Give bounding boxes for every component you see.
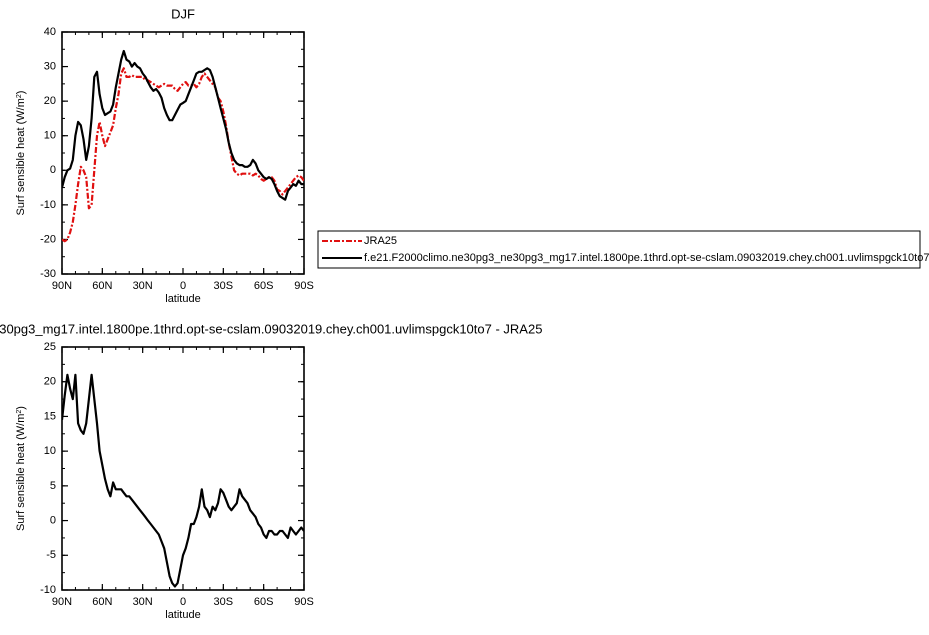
chart-panel-2: f.e21.F2000climo.ne30pg3_ne30pg3_mg17.in… bbox=[0, 321, 542, 620]
y-tick-label: -10 bbox=[40, 199, 56, 211]
chart-panel-1: DJF 90N 60N 30N 0 30S 60S 90S -30 -20 -10 0 10 20 30 40… bbox=[15, 6, 929, 304]
series-line-2 bbox=[62, 49, 304, 201]
chart-title: f.e21.F2000climo.ne30pg3_ne30pg3_mg17.in… bbox=[0, 321, 542, 336]
y-axis-label-close: ) bbox=[15, 91, 27, 95]
x-tick-label: 30N bbox=[133, 596, 153, 608]
x-tick-label: 30S bbox=[214, 596, 234, 608]
y-tick-label: -20 bbox=[40, 233, 56, 245]
x-axis-label: latitude bbox=[165, 609, 200, 621]
x-tick-label: 90S bbox=[294, 280, 314, 292]
y-tick-label: 0 bbox=[50, 164, 56, 176]
series-line-1 bbox=[62, 67, 304, 243]
x-tick-label: 0 bbox=[180, 596, 186, 608]
y-tick-label: 25 bbox=[44, 341, 56, 353]
y-tick-label: -5 bbox=[46, 549, 56, 561]
y-tick-label: 10 bbox=[44, 445, 56, 457]
x-tick-label: 60S bbox=[254, 280, 274, 292]
plot-frame bbox=[61, 31, 305, 275]
y-tick-label: 20 bbox=[44, 95, 56, 107]
legend: JRA25 f.e21.F2000climo.ne30pg3_ne30pg3_mg… bbox=[317, 230, 929, 269]
y-tick-label: -30 bbox=[40, 268, 56, 280]
x-tick-label: 30N bbox=[133, 280, 153, 292]
y-tick-label: 20 bbox=[44, 376, 56, 388]
x-tick-label: 60N bbox=[92, 596, 112, 608]
chart-title: DJF bbox=[171, 6, 195, 21]
y-axis-label: Surf sensible heat (W/m2) bbox=[15, 406, 27, 531]
y-tick-label: 10 bbox=[44, 130, 56, 142]
legend-label-1: JRA25 bbox=[364, 235, 397, 247]
y-axis-label-sup: 2 bbox=[16, 94, 23, 98]
y-axis-label-text: Surf sensible heat (W/m bbox=[15, 414, 27, 531]
y-tick-label: 30 bbox=[44, 60, 56, 72]
y-tick-label: 0 bbox=[50, 514, 56, 526]
x-tick-label: 0 bbox=[180, 280, 186, 292]
y-tick-label: -10 bbox=[40, 584, 56, 596]
y-axis-label-close: ) bbox=[15, 406, 27, 410]
x-tick-label: 60N bbox=[92, 280, 112, 292]
y-axis-label-sup: 2 bbox=[16, 410, 23, 414]
y-tick-label: 15 bbox=[44, 410, 56, 422]
x-tick-label: 90S bbox=[294, 596, 314, 608]
x-tick-label: 90N bbox=[52, 280, 72, 292]
series-line-1 bbox=[62, 373, 304, 588]
x-tick-label: 90N bbox=[52, 596, 72, 608]
legend-label-2: f.e21.F2000climo.ne30pg3_ne30pg3_mg17.in… bbox=[364, 252, 929, 264]
y-axis-label-text: Surf sensible heat (W/m bbox=[15, 98, 27, 215]
legend-box bbox=[317, 230, 921, 269]
x-tick-label: 60S bbox=[254, 596, 274, 608]
y-axis-label: Surf sensible heat (W/m2) bbox=[15, 91, 27, 216]
x-tick-label: 30S bbox=[214, 280, 234, 292]
x-axis-label: latitude bbox=[165, 293, 200, 305]
y-tick-label: 40 bbox=[44, 26, 56, 38]
y-tick-label: 5 bbox=[50, 480, 56, 492]
